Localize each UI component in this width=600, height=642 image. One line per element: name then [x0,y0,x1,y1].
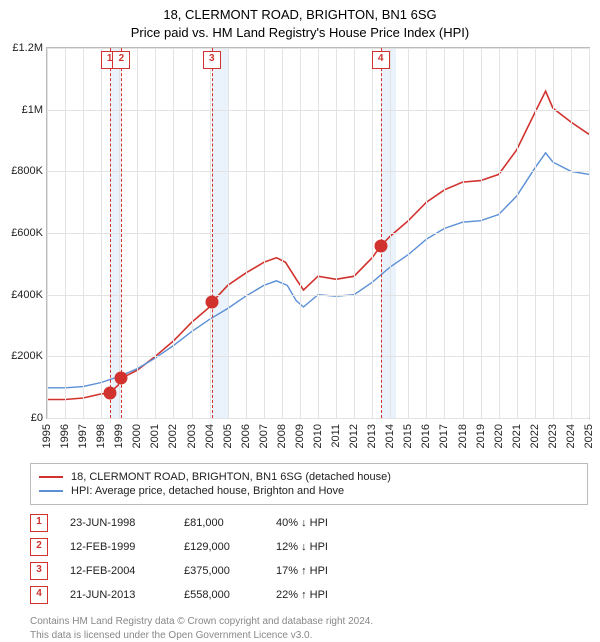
transaction-price: £81,000 [184,517,254,529]
x-tick-label: 2023 [547,424,559,448]
transaction-price: £129,000 [184,541,254,553]
x-tick-label: 1996 [59,424,71,448]
legend-label: 18, CLERMONT ROAD, BRIGHTON, BN1 6SG (de… [71,471,391,483]
transaction-marker: 3 [30,562,48,580]
x-tick-label: 1998 [95,424,107,448]
price-point [374,240,387,253]
x-tick-label: 2002 [167,424,179,448]
transaction-date: 12-FEB-1999 [70,541,162,553]
x-tick-label: 2017 [438,424,450,448]
transaction-date: 21-JUN-2013 [70,589,162,601]
transaction-date: 23-JUN-1998 [70,517,162,529]
x-tick-label: 2004 [204,424,216,448]
x-tick-label: 2011 [330,424,342,448]
y-tick-label: £1M [22,104,47,116]
event-marker: 4 [372,51,390,69]
legend-row: HPI: Average price, detached house, Brig… [39,485,579,497]
transaction-row: 4 21-JUN-2013 £558,000 22% ↑ HPI [30,583,588,607]
x-tick-label: 2010 [312,424,324,448]
x-tick-label: 1997 [77,424,89,448]
transaction-price: £375,000 [184,565,254,577]
legend-box: 18, CLERMONT ROAD, BRIGHTON, BN1 6SG (de… [30,463,588,505]
transaction-diff: 40% ↓ HPI [276,517,386,529]
x-tick-label: 2013 [366,424,378,448]
chart-title: 18, CLERMONT ROAD, BRIGHTON, BN1 6SG Pri… [0,0,600,43]
transaction-date: 12-FEB-2004 [70,565,162,577]
transaction-row: 2 12-FEB-1999 £129,000 12% ↓ HPI [30,535,588,559]
x-axis-ticks: 1995199619971998199920002001200220032004… [47,418,589,458]
price-point [103,387,116,400]
event-marker: 2 [112,51,130,69]
transactions-table: 1 23-JUN-1998 £81,000 40% ↓ HPI 2 12-FEB-1999… [30,511,588,607]
y-tick-label: £200K [11,350,47,362]
x-tick-label: 2012 [348,424,360,448]
footer-line: Contains HM Land Registry data © Crown c… [30,615,588,629]
transaction-diff: 17% ↑ HPI [276,565,386,577]
transaction-row: 3 12-FEB-2004 £375,000 17% ↑ HPI [30,559,588,583]
transaction-row: 1 23-JUN-1998 £81,000 40% ↓ HPI [30,511,588,535]
x-tick-label: 2005 [222,424,234,448]
y-tick-label: £800K [11,165,47,177]
x-tick-label: 2000 [131,424,143,448]
transaction-marker: 4 [30,586,48,604]
x-tick-label: 2022 [529,424,541,448]
legend-label: HPI: Average price, detached house, Brig… [71,485,344,497]
x-tick-label: 2001 [149,424,161,448]
transaction-price: £558,000 [184,589,254,601]
x-tick-label: 2009 [294,424,306,448]
attribution-footer: Contains HM Land Registry data © Crown c… [30,615,588,642]
price-point [205,296,218,309]
x-tick-label: 2008 [276,424,288,448]
transaction-diff: 12% ↓ HPI [276,541,386,553]
price-point [115,372,128,385]
x-tick-label: 2020 [493,424,505,448]
title-subtitle: Price paid vs. HM Land Registry's House … [0,24,600,42]
x-tick-label: 2018 [457,424,469,448]
x-tick-label: 2025 [583,424,595,448]
x-tick-label: 1995 [41,424,53,448]
x-tick-label: 2014 [384,424,396,448]
x-tick-label: 2024 [565,424,577,448]
x-tick-label: 2016 [420,424,432,448]
y-tick-label: £0 [31,412,47,424]
legend-swatch [39,490,63,492]
x-tick-label: 2007 [258,424,270,448]
y-tick-label: £600K [11,227,47,239]
legend-swatch [39,476,63,478]
transaction-marker: 2 [30,538,48,556]
footer-line: This data is licensed under the Open Gov… [30,629,588,642]
y-tick-label: £400K [11,289,47,301]
x-tick-label: 1999 [113,424,125,448]
x-tick-label: 2021 [511,424,523,448]
x-tick-label: 2006 [240,424,252,448]
x-tick-label: 2015 [402,424,414,448]
event-marker: 3 [203,51,221,69]
y-tick-label: £1.2M [12,42,47,54]
transaction-marker: 1 [30,514,48,532]
x-tick-label: 2003 [186,424,198,448]
x-tick-label: 2019 [475,424,487,448]
transaction-diff: 22% ↑ HPI [276,589,386,601]
title-address: 18, CLERMONT ROAD, BRIGHTON, BN1 6SG [0,6,600,24]
chart-plot-area: 1995199619971998199920002001200220032004… [46,47,590,419]
legend-row: 18, CLERMONT ROAD, BRIGHTON, BN1 6SG (de… [39,471,579,483]
